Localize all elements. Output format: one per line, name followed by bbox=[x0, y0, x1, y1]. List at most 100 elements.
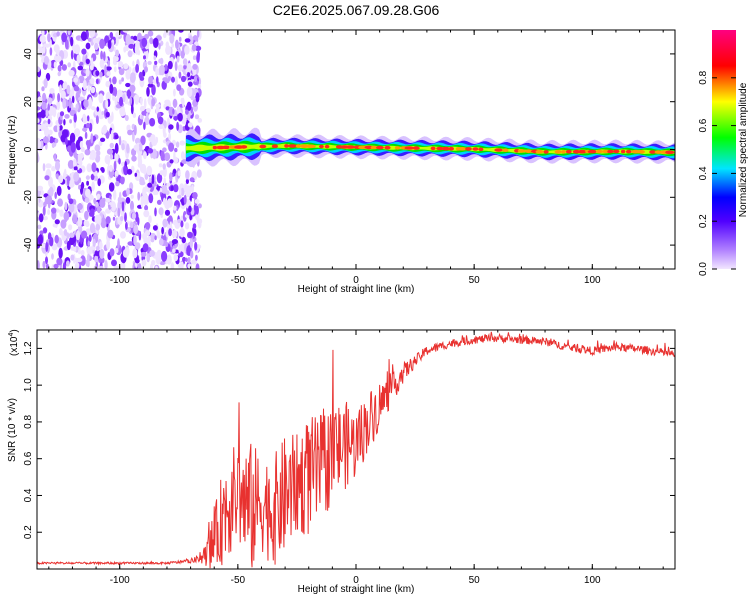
noise-speck bbox=[73, 171, 80, 182]
signal-peak bbox=[412, 146, 420, 150]
noise-speck bbox=[133, 224, 139, 235]
noise-speck bbox=[117, 61, 124, 68]
noise-speck bbox=[91, 181, 95, 192]
noise-speck bbox=[90, 208, 95, 218]
noise-speck bbox=[184, 222, 190, 230]
noise-speck bbox=[178, 71, 182, 79]
noise-speck bbox=[53, 44, 60, 53]
noise-speck bbox=[177, 64, 183, 72]
figure-title: C2E6.2025.067.09.28.G06 bbox=[273, 2, 440, 18]
noise-speck bbox=[78, 96, 85, 102]
noise-speck bbox=[67, 62, 71, 68]
noise-speck bbox=[142, 243, 149, 252]
spectrogram-y-label: Frequency (Hz) bbox=[7, 116, 18, 185]
noise-speck bbox=[180, 228, 185, 238]
noise-speck bbox=[198, 83, 202, 90]
noise-speck bbox=[158, 124, 164, 129]
signal-peak bbox=[370, 145, 378, 150]
noise-speck bbox=[56, 100, 61, 111]
noise-speck bbox=[140, 135, 146, 146]
noise-speck bbox=[181, 204, 186, 210]
noise-speck bbox=[67, 193, 71, 201]
noise-speck bbox=[141, 110, 147, 116]
noise-speck bbox=[112, 86, 118, 98]
signal-peak bbox=[631, 149, 640, 154]
noise-speck bbox=[144, 33, 149, 40]
noise-speck bbox=[127, 124, 131, 130]
noise-speck bbox=[91, 162, 97, 173]
noise-speck bbox=[120, 215, 124, 222]
noise-speck bbox=[121, 77, 124, 82]
noise-speck bbox=[70, 141, 76, 153]
noise-speck bbox=[193, 204, 197, 211]
noise-speck bbox=[69, 132, 76, 144]
noise-speck bbox=[169, 172, 173, 182]
x-tick-label: 0 bbox=[353, 275, 359, 286]
noise-speck bbox=[70, 254, 75, 261]
noise-speck bbox=[174, 147, 178, 153]
signal-peak bbox=[376, 145, 384, 150]
noise-speck bbox=[178, 36, 182, 42]
snr-series-line bbox=[37, 331, 675, 569]
colorbar-tick-label: 0.0 bbox=[698, 262, 709, 276]
noise-speck bbox=[105, 111, 110, 118]
signal-peak bbox=[517, 149, 526, 153]
noise-speck bbox=[123, 63, 129, 70]
noise-speck bbox=[125, 221, 128, 230]
noise-speck bbox=[54, 160, 61, 171]
noise-speck bbox=[138, 263, 142, 269]
noise-speck bbox=[54, 219, 60, 225]
noise-speck bbox=[58, 175, 64, 184]
noise-speck bbox=[89, 77, 95, 85]
noise-speck bbox=[41, 86, 45, 92]
x-tick-label: 100 bbox=[584, 575, 601, 586]
noise-speck bbox=[182, 58, 188, 66]
noise-speck bbox=[107, 115, 113, 124]
noise-speck bbox=[98, 140, 103, 147]
noise-speck bbox=[113, 265, 120, 269]
noise-speck bbox=[72, 214, 78, 224]
noise-speck bbox=[114, 170, 119, 177]
noise-speck bbox=[38, 213, 44, 223]
noise-speck bbox=[76, 54, 81, 64]
noise-speck bbox=[118, 90, 123, 97]
noise-speck bbox=[188, 205, 192, 213]
noise-speck bbox=[143, 169, 147, 175]
noise-speck bbox=[64, 39, 69, 50]
noise-speck bbox=[77, 65, 84, 71]
noise-speck bbox=[143, 121, 146, 130]
noise-speck bbox=[166, 254, 172, 265]
noise-speck bbox=[194, 241, 198, 251]
noise-speck bbox=[42, 92, 47, 102]
noise-speck bbox=[173, 254, 179, 262]
noise-speck bbox=[38, 234, 43, 245]
noise-speck bbox=[154, 60, 158, 65]
noise-speck bbox=[86, 140, 91, 151]
noise-speck bbox=[131, 86, 134, 97]
noise-speck bbox=[180, 261, 184, 269]
noise-speck bbox=[186, 101, 192, 112]
noise-speck bbox=[54, 138, 59, 144]
noise-speck bbox=[104, 154, 111, 165]
noise-speck bbox=[162, 197, 167, 206]
noise-speck bbox=[145, 222, 151, 230]
noise-speck bbox=[58, 228, 63, 236]
noise-speck bbox=[191, 44, 197, 52]
noise-speck bbox=[183, 64, 187, 70]
noise-speck bbox=[148, 193, 154, 204]
noise-speck bbox=[60, 219, 67, 229]
noise-speck bbox=[162, 163, 166, 170]
noise-speck bbox=[166, 182, 171, 187]
noise-speck bbox=[123, 46, 127, 53]
noise-speck bbox=[187, 231, 193, 239]
noise-speck bbox=[194, 45, 202, 51]
noise-speck bbox=[152, 148, 157, 160]
noise-speck bbox=[47, 209, 51, 216]
noise-speck bbox=[122, 30, 129, 33]
noise-speck bbox=[68, 224, 73, 231]
noise-speck bbox=[146, 108, 151, 113]
noise-speck bbox=[78, 177, 82, 184]
noise-speck bbox=[154, 235, 157, 241]
y-tick-label: 0 bbox=[23, 146, 34, 152]
signal-peak bbox=[299, 144, 309, 148]
